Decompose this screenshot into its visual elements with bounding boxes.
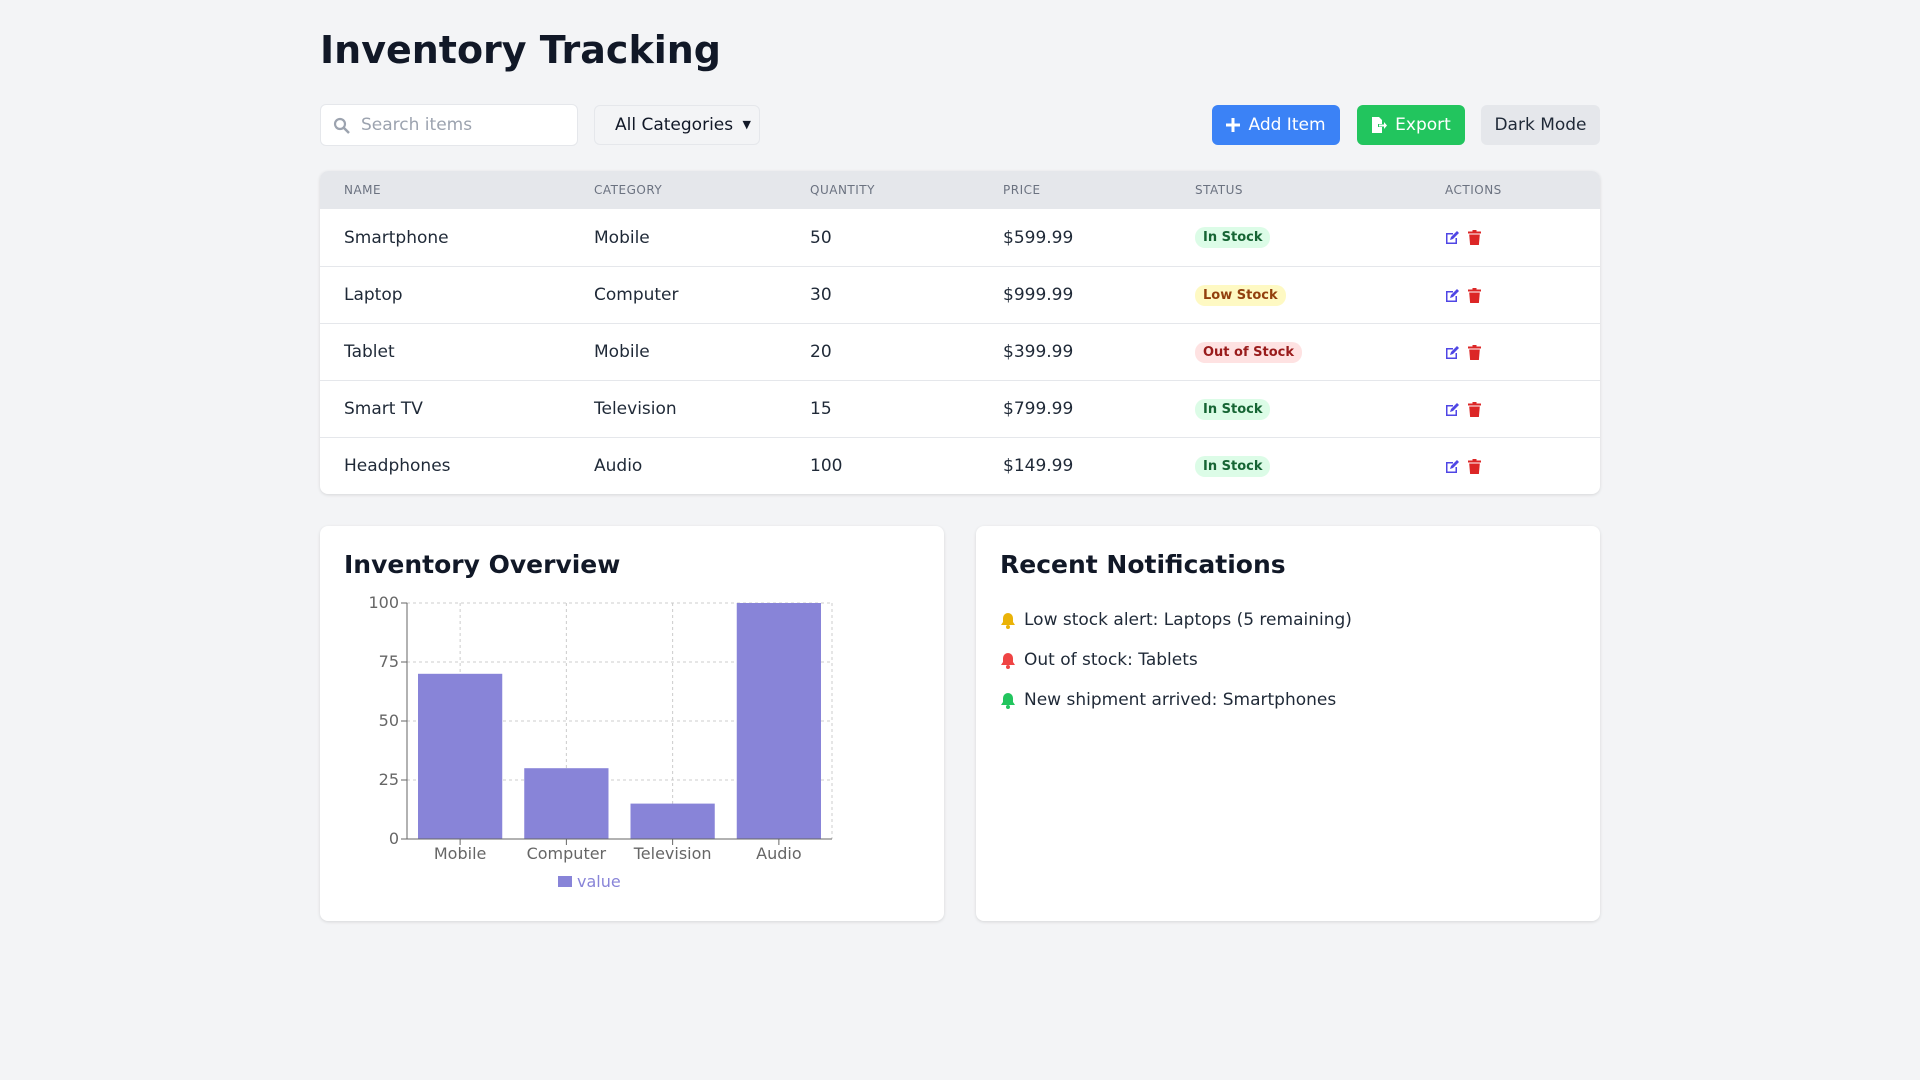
edit-icon[interactable]: [1445, 459, 1460, 474]
edit-icon[interactable]: [1445, 345, 1460, 360]
x-tick-label: Mobile: [434, 844, 486, 863]
add-item-button[interactable]: Add Item: [1212, 105, 1340, 145]
notification-item: Low stock alert: Laptops (5 remaining): [1000, 600, 1352, 640]
page-title: Inventory Tracking: [320, 28, 722, 72]
item-name: Tablet: [344, 342, 395, 362]
table-header: NAME CATEGORY QUANTITY PRICE STATUS ACTI…: [320, 171, 1600, 209]
edit-icon[interactable]: [1445, 402, 1460, 417]
item-name: Headphones: [344, 456, 451, 476]
file-export-icon: [1372, 117, 1388, 133]
notification-item: Out of stock: Tablets: [1000, 640, 1352, 680]
item-quantity: 100: [810, 456, 843, 476]
col-price: PRICE: [1003, 183, 1041, 197]
item-quantity: 30: [810, 285, 832, 305]
export-button[interactable]: Export: [1357, 105, 1465, 145]
table-row: Laptop Computer 30 $999.99 Low Stock: [320, 266, 1600, 323]
item-quantity: 20: [810, 342, 832, 362]
col-name: NAME: [344, 183, 382, 197]
add-item-label: Add Item: [1248, 115, 1326, 135]
item-name: Smartphone: [344, 227, 449, 248]
plus-icon: [1226, 118, 1241, 132]
status-badge: In Stock: [1195, 398, 1271, 420]
col-actions: ACTIONS: [1445, 183, 1502, 197]
item-price: $399.99: [1003, 342, 1074, 362]
bar: [418, 673, 503, 839]
table-row: Smartphone Mobile 50 $599.99 In Stock: [320, 209, 1600, 266]
item-quantity: 15: [810, 399, 832, 419]
inventory-bar-chart: 0 25 50 75 100 Mobile Computer Television Audio v…: [368, 596, 833, 891]
trash-icon[interactable]: [1468, 230, 1481, 245]
inventory-overview-card: Inventory Overview 0 25 50 75 100 Mobile Compu…: [320, 526, 944, 921]
inventory-table: NAME CATEGORY QUANTITY PRICE STATUS ACTI…: [320, 171, 1600, 494]
category-select-value: All Categories: [615, 115, 734, 135]
legend-swatch: [558, 876, 572, 887]
col-quantity: QUANTITY: [810, 183, 875, 197]
table-row: Tablet Mobile 20 $399.99 Out of Stock: [320, 323, 1600, 380]
trash-icon[interactable]: [1468, 401, 1481, 417]
bar: [736, 603, 821, 839]
x-tick-label: Audio: [756, 844, 801, 863]
status-badge: In Stock: [1195, 227, 1271, 248]
bell-icon: [1001, 612, 1015, 629]
search-box[interactable]: [320, 104, 578, 146]
y-tick-label: 75: [379, 652, 399, 671]
y-tick-label: 25: [379, 770, 399, 789]
status-badge: Out of Stock: [1195, 341, 1303, 363]
category-select[interactable]: All Categories ▼: [594, 105, 760, 145]
edit-icon[interactable]: [1445, 230, 1460, 245]
notification-text: Out of stock: Tablets: [1024, 650, 1198, 670]
edit-icon[interactable]: [1445, 288, 1460, 303]
item-category: Television: [594, 399, 677, 419]
y-tick-label: 50: [379, 711, 399, 730]
dark-mode-label: Dark Mode: [1494, 115, 1587, 135]
trash-icon[interactable]: [1468, 458, 1481, 474]
search-icon: [333, 117, 350, 134]
bell-icon: [1001, 652, 1015, 669]
item-category: Mobile: [594, 342, 650, 362]
y-tick-label: 100: [368, 596, 399, 612]
item-name: Laptop: [344, 285, 403, 305]
notification-item: New shipment arrived: Smartphones: [1000, 680, 1352, 720]
notifications-card: Recent Notifications Low stock alert: La…: [976, 526, 1600, 921]
status-badge: In Stock: [1195, 455, 1271, 477]
item-price: $999.99: [1003, 285, 1074, 305]
x-tick-label: Computer: [527, 844, 607, 863]
y-tick-label: 0: [389, 829, 399, 848]
search-input[interactable]: [361, 105, 571, 145]
item-price: $599.99: [1003, 227, 1074, 248]
x-tick-label: Television: [633, 844, 712, 863]
overview-title: Inventory Overview: [344, 550, 621, 579]
item-quantity: 50: [810, 227, 832, 248]
item-category: Computer: [594, 285, 679, 305]
trash-icon[interactable]: [1468, 344, 1481, 360]
table-row: Headphones Audio 100 $149.99 In Stock: [320, 437, 1600, 494]
notification-text: New shipment arrived: Smartphones: [1024, 690, 1337, 710]
export-label: Export: [1395, 115, 1451, 135]
table-row: Smart TV Television 15 $799.99 In Stock: [320, 380, 1600, 437]
legend-label: value: [577, 872, 621, 891]
notifications-title: Recent Notifications: [1000, 550, 1286, 579]
chevron-down-icon: ▼: [742, 118, 751, 131]
status-badge: Low Stock: [1195, 284, 1286, 306]
bar: [524, 768, 609, 839]
item-category: Audio: [594, 456, 643, 476]
col-category: CATEGORY: [594, 183, 663, 197]
item-category: Mobile: [594, 227, 650, 248]
bell-icon: [1001, 692, 1015, 709]
trash-icon[interactable]: [1468, 287, 1481, 303]
item-name: Smart TV: [344, 399, 423, 419]
notification-text: Low stock alert: Laptops (5 remaining): [1024, 610, 1352, 630]
bar: [630, 803, 715, 839]
col-status: STATUS: [1195, 183, 1244, 197]
item-price: $149.99: [1003, 456, 1074, 476]
dark-mode-button[interactable]: Dark Mode: [1481, 105, 1600, 145]
item-price: $799.99: [1003, 399, 1074, 419]
